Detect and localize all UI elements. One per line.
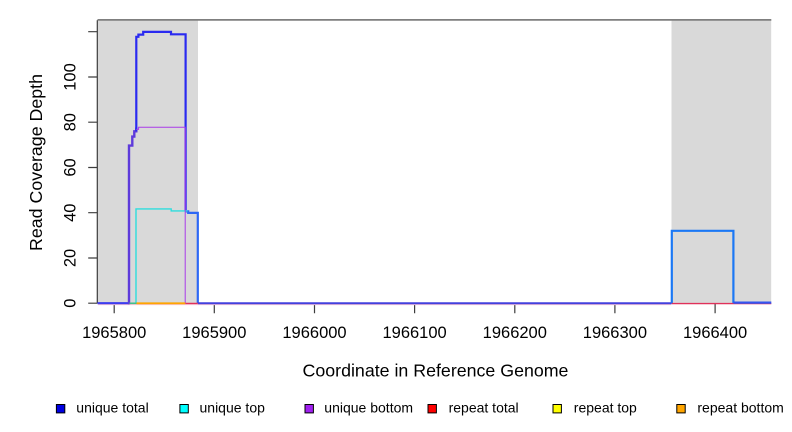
svg-text:unique bottom: unique bottom xyxy=(324,399,413,415)
svg-text:1966400: 1966400 xyxy=(683,324,747,342)
svg-text:0: 0 xyxy=(62,299,80,308)
svg-text:60: 60 xyxy=(62,158,80,176)
svg-text:unique top: unique top xyxy=(200,399,266,415)
svg-text:unique total: unique total xyxy=(76,399,148,415)
svg-text:100: 100 xyxy=(62,63,80,91)
svg-text:1966100: 1966100 xyxy=(382,324,446,342)
svg-text:1966000: 1966000 xyxy=(282,324,346,342)
svg-text:40: 40 xyxy=(62,204,80,222)
svg-text:80: 80 xyxy=(62,113,80,131)
svg-text:Coordinate in Reference Genome: Coordinate in Reference Genome xyxy=(303,361,569,381)
svg-text:Read Coverage Depth: Read Coverage Depth xyxy=(26,74,46,251)
svg-text:repeat bottom: repeat bottom xyxy=(697,399,783,415)
svg-text:20: 20 xyxy=(62,249,80,267)
svg-text:1965900: 1965900 xyxy=(182,324,246,342)
svg-text:repeat top: repeat top xyxy=(574,399,637,415)
svg-text:1966200: 1966200 xyxy=(483,324,547,342)
svg-text:1966300: 1966300 xyxy=(583,324,647,342)
svg-text:repeat total: repeat total xyxy=(449,399,519,415)
svg-text:1965800: 1965800 xyxy=(82,324,146,342)
